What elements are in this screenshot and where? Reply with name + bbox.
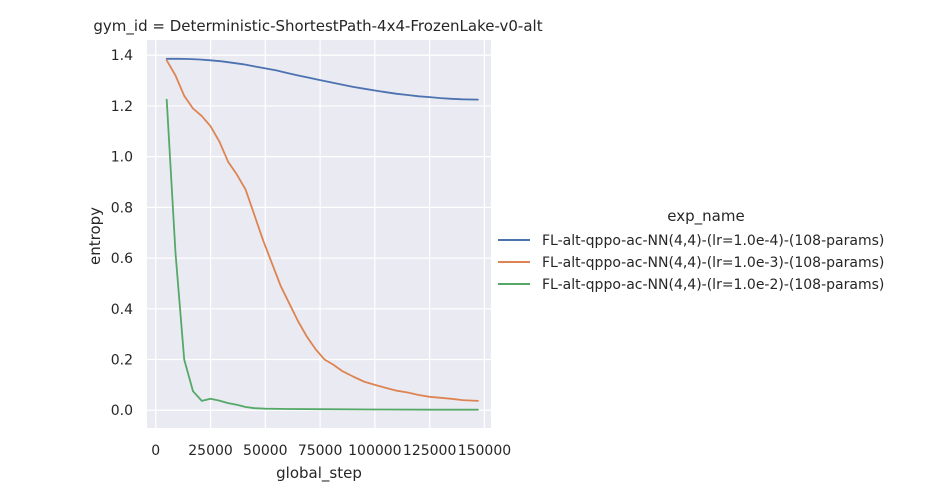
x-tick-label: 150000 xyxy=(458,443,511,459)
x-tick-label: 50000 xyxy=(243,443,288,459)
grid xyxy=(147,40,491,428)
legend-label: FL-alt-qppo-ac-NN(4,4)-(lr=1.0e-3)-(108-… xyxy=(542,255,884,271)
legend-label: FL-alt-qppo-ac-NN(4,4)-(lr=1.0e-2)-(108-… xyxy=(542,277,884,293)
x-tick-label: 125000 xyxy=(403,443,456,459)
y-tick-label: 0.8 xyxy=(111,200,133,216)
y-tick-label: 0.0 xyxy=(111,403,133,419)
x-axis-label: global_step xyxy=(276,464,362,483)
x-axis-ticks: 0 25000 50000 75000 100000 125000 150000 xyxy=(151,443,511,459)
series-line xyxy=(165,57,479,101)
legend-title: exp_name xyxy=(667,207,744,226)
y-tick-label: 0.4 xyxy=(111,302,133,318)
x-tick-label: 0 xyxy=(151,443,160,459)
y-tick-label: 1.2 xyxy=(111,99,133,115)
x-tick-label: 25000 xyxy=(188,443,233,459)
series-line xyxy=(165,59,479,402)
y-tick-label: 1.0 xyxy=(111,150,133,166)
legend-label: FL-alt-qppo-ac-NN(4,4)-(lr=1.0e-4)-(108-… xyxy=(542,233,884,249)
legend: exp_name FL-alt-qppo-ac-NN(4,4)-(lr=1.0e… xyxy=(498,207,884,293)
x-tick-label: 100000 xyxy=(348,443,401,459)
y-tick-label: 1.4 xyxy=(111,48,133,64)
chart-title: gym_id = Deterministic-ShortestPath-4x4-… xyxy=(93,17,542,36)
y-axis-ticks: 0.0 0.2 0.4 0.6 0.8 1.0 1.2 1.4 xyxy=(111,48,133,419)
x-tick-label: 75000 xyxy=(298,443,343,459)
y-tick-label: 0.2 xyxy=(111,353,133,369)
series-line xyxy=(165,98,479,411)
plot-area xyxy=(147,40,491,428)
series-layer xyxy=(165,57,479,411)
y-axis-label: entropy xyxy=(86,207,104,265)
y-tick-label: 0.6 xyxy=(111,251,133,267)
